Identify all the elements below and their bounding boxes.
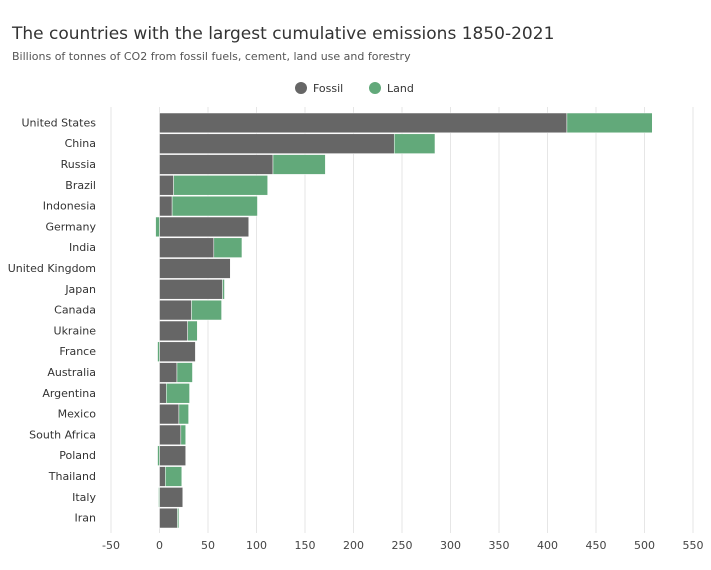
bar: [159, 445, 186, 466]
y-tick-label: United States: [22, 116, 97, 129]
bar: [159, 362, 178, 383]
y-tick-label: Argentina: [42, 387, 96, 400]
x-tick-label: 400: [537, 539, 558, 552]
y-tick-label: France: [59, 345, 96, 358]
bar: [157, 341, 160, 362]
y-tick-label: Russia: [61, 158, 96, 171]
x-tick-label: 100: [246, 539, 267, 552]
bar: [222, 279, 225, 300]
bar: [159, 195, 173, 217]
x-tick-label: 250: [392, 539, 413, 552]
bar: [157, 445, 160, 466]
y-tick-label: Indonesia: [43, 200, 96, 213]
bar: [180, 424, 186, 446]
bar: [159, 175, 174, 196]
y-tick-label: Iran: [75, 512, 97, 525]
y-tick-label: Thailand: [48, 470, 96, 483]
y-tick-label: Japan: [64, 283, 96, 296]
bar: [159, 403, 180, 425]
x-tick-label: 300: [440, 539, 461, 552]
legend-swatch: [369, 82, 381, 94]
bar: [178, 403, 189, 425]
bar: [159, 466, 166, 487]
bar: [173, 175, 268, 196]
y-tick-label: India: [69, 241, 96, 254]
bar: [166, 383, 190, 404]
bar: [159, 383, 167, 404]
bar: [159, 237, 215, 258]
y-tick-label: Poland: [59, 449, 96, 462]
bar: [159, 341, 196, 362]
bar: [159, 112, 568, 134]
y-tick-label: Ukraine: [54, 324, 97, 337]
chart-subtitle: Billions of tonnes of CO2 from fossil fu…: [12, 50, 411, 63]
bar: [159, 507, 178, 529]
bar: [159, 299, 192, 321]
y-tick-label: Brazil: [65, 179, 96, 192]
x-tick-label: -50: [102, 539, 120, 552]
bar: [393, 133, 436, 154]
x-tick-label: 450: [586, 539, 607, 552]
legend-label: Land: [387, 82, 414, 95]
y-tick-label: Canada: [54, 304, 96, 317]
y-tick-label: Australia: [47, 366, 96, 379]
bar: [272, 154, 326, 175]
x-tick-label: 0: [156, 539, 163, 552]
bar: [159, 154, 274, 175]
x-tick-label: 50: [201, 539, 215, 552]
bar: [158, 487, 160, 508]
bar: [159, 487, 184, 508]
chart-title: The countries with the largest cumulativ…: [11, 24, 554, 44]
bar: [171, 195, 258, 217]
bar: [159, 133, 395, 154]
bar: [159, 424, 182, 446]
legend-swatch: [295, 82, 307, 94]
bar: [213, 237, 243, 258]
legend-label: Fossil: [313, 82, 343, 95]
x-tick-label: 150: [295, 539, 316, 552]
y-tick-label: Mexico: [58, 408, 97, 421]
y-tick-label: Italy: [72, 491, 96, 504]
y-tick-label: South Africa: [29, 428, 96, 441]
x-tick-label: 200: [343, 539, 364, 552]
y-tick-label: China: [65, 137, 96, 150]
bar: [159, 279, 223, 300]
x-tick-label: 550: [683, 539, 704, 552]
bar: [159, 320, 188, 342]
y-tick-label: United Kingdom: [8, 262, 96, 275]
bar: [176, 362, 193, 383]
bar: [177, 507, 180, 529]
x-tick-label: 500: [634, 539, 655, 552]
bar: [566, 112, 653, 134]
bar: [159, 258, 231, 279]
bar: [165, 466, 183, 487]
y-tick-label: Germany: [45, 220, 96, 233]
bar: [187, 320, 198, 342]
x-tick-label: 350: [489, 539, 510, 552]
bar: [191, 299, 222, 321]
bar: [159, 216, 249, 238]
bar: [155, 216, 160, 238]
